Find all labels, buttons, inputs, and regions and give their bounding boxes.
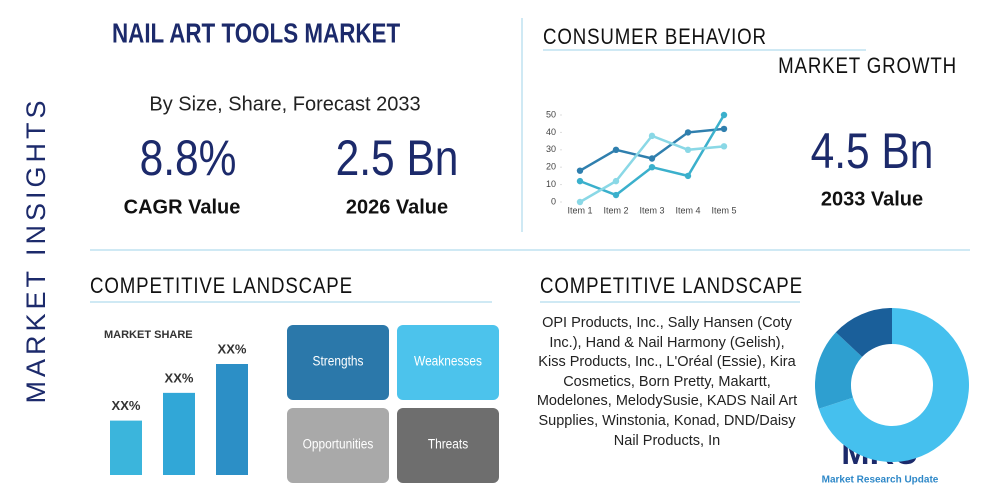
swot-label: Opportunities <box>303 436 374 452</box>
swot-box <box>397 408 499 483</box>
stat-label: 2033 Value <box>821 188 923 210</box>
bar <box>110 420 142 475</box>
section-title: COMPETITIVE LANDSCAPE <box>90 274 353 298</box>
bar <box>216 364 248 475</box>
point <box>720 111 728 119</box>
y-tick-label: 30 <box>546 144 556 154</box>
company-list: OPI Products, Inc., Sally Hansen (Coty I… <box>536 315 798 449</box>
subtitle: By Size, Share, Forecast 2033 <box>149 93 420 115</box>
stat-label: 2026 Value <box>346 196 448 218</box>
point <box>648 164 656 171</box>
bar <box>163 392 195 475</box>
title: NAIL ART TOOLS MARKET <box>112 18 401 49</box>
donut-slice <box>818 308 969 462</box>
swot-label: Weaknesses <box>414 353 482 369</box>
swot-box <box>287 325 389 400</box>
x-tick-label: Item 2 <box>603 205 628 215</box>
x-tick-label: Item 5 <box>711 205 736 215</box>
section-title: COMPETITIVE LANDSCAPE <box>540 274 803 298</box>
point <box>720 125 728 133</box>
y-tick-label: 10 <box>546 179 556 189</box>
x-tick-label: Item 4 <box>675 205 700 215</box>
donut-slice <box>835 308 892 357</box>
x-tick-label: Item 3 <box>639 205 664 215</box>
stat-label: CAGR Value <box>124 196 241 218</box>
side-title: MARKET INSIGHTS <box>21 96 51 403</box>
swot-label: Strengths <box>313 353 364 369</box>
point <box>684 172 692 180</box>
point <box>576 177 584 185</box>
point <box>720 143 728 150</box>
section-title: CONSUMER BEHAVIOR <box>543 25 767 49</box>
y-tick-label: 0 <box>551 196 556 206</box>
stat-value: 8.8% <box>140 130 237 186</box>
swot-box <box>287 408 389 483</box>
swot-box <box>397 325 499 400</box>
point <box>684 129 692 136</box>
point <box>648 132 656 140</box>
x-tick-label: Item 1 <box>567 205 592 215</box>
line <box>579 114 726 197</box>
section-subtitle: MARKET GROWTH <box>778 54 957 78</box>
bar-label: XX% <box>112 398 141 413</box>
bar-label: XX% <box>218 341 247 356</box>
y-tick-label: 50 <box>546 109 556 119</box>
point <box>684 146 692 153</box>
point <box>612 177 620 185</box>
chart-title: MARKET SHARE <box>104 329 193 341</box>
point <box>648 155 656 162</box>
point <box>612 191 620 199</box>
stat-value: 2.5 Bn <box>336 130 459 186</box>
point <box>576 167 584 174</box>
point <box>576 198 584 206</box>
y-tick-label: 40 <box>546 127 556 137</box>
point <box>612 146 620 153</box>
bar-label: XX% <box>165 370 194 385</box>
donut-slice <box>815 332 863 409</box>
stat-value: 4.5 Bn <box>811 123 934 179</box>
logo-name: Market Research Update <box>822 475 939 486</box>
y-tick-label: 20 <box>546 162 556 172</box>
swot-label: Threats <box>428 436 469 452</box>
